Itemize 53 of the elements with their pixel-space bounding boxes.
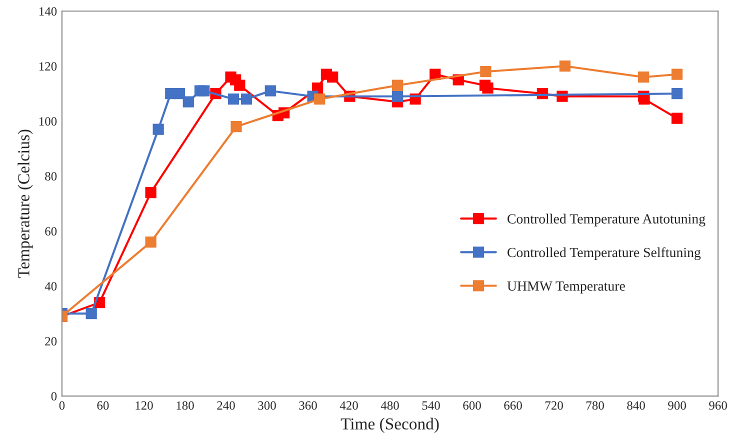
x-tick-label: 840 xyxy=(627,401,645,410)
point xyxy=(174,88,186,100)
y-tick-label: 60 xyxy=(45,227,57,236)
x-tick-label: 420 xyxy=(340,401,358,410)
x-tick-label: 180 xyxy=(176,401,194,410)
y-tick-label: 20 xyxy=(45,337,57,346)
point xyxy=(672,88,683,100)
point xyxy=(327,72,338,83)
x-tick-label: 300 xyxy=(258,401,276,410)
x-axis-title: Time (Second) xyxy=(340,418,439,433)
point xyxy=(145,187,156,198)
y-tick-label: 0 xyxy=(51,392,57,401)
point xyxy=(638,72,650,83)
point xyxy=(152,124,164,135)
point xyxy=(264,85,276,96)
point xyxy=(672,68,683,80)
legend-label: UHMW Temperature xyxy=(507,281,625,294)
point xyxy=(559,60,571,72)
point xyxy=(228,94,240,105)
point xyxy=(86,308,97,320)
x-tick-label: 0 xyxy=(59,401,65,410)
x-tick-label: 240 xyxy=(217,401,235,410)
x-tick-label: 960 xyxy=(709,401,727,410)
x-tick-label: 600 xyxy=(463,401,481,410)
y-tick-label: 40 xyxy=(44,282,57,291)
point xyxy=(392,90,404,102)
y-axis-title: Temperature (Celcius) xyxy=(18,130,33,278)
x-tick-label: 120 xyxy=(136,401,153,410)
point xyxy=(230,121,242,132)
y-tick-label: 80 xyxy=(45,172,57,181)
point xyxy=(314,94,326,105)
x-tick-label: 660 xyxy=(504,401,522,410)
x-tick-label: 720 xyxy=(545,401,563,410)
x-tick-label: 780 xyxy=(586,401,604,410)
x-tick-label: 60 xyxy=(97,401,109,410)
x-tick-label: 480 xyxy=(380,401,399,410)
y-tick-label: 100 xyxy=(39,117,57,126)
point xyxy=(182,96,194,108)
point xyxy=(234,80,246,91)
x-tick-label: 360 xyxy=(299,401,317,410)
legend-label: Controlled Temperature Autotuning xyxy=(508,214,706,226)
point xyxy=(482,82,494,94)
point xyxy=(392,80,404,91)
legend-label: Controlled Temperature Selftuning xyxy=(508,247,701,260)
point xyxy=(240,94,252,105)
point xyxy=(145,236,156,248)
point xyxy=(198,85,210,96)
x-tick-label: 900 xyxy=(668,401,686,410)
x-tick-label: 540 xyxy=(422,401,440,410)
y-tick-label: 120 xyxy=(39,62,57,71)
y-tick-label: 140 xyxy=(39,7,57,16)
point xyxy=(480,66,492,78)
point xyxy=(672,112,683,124)
